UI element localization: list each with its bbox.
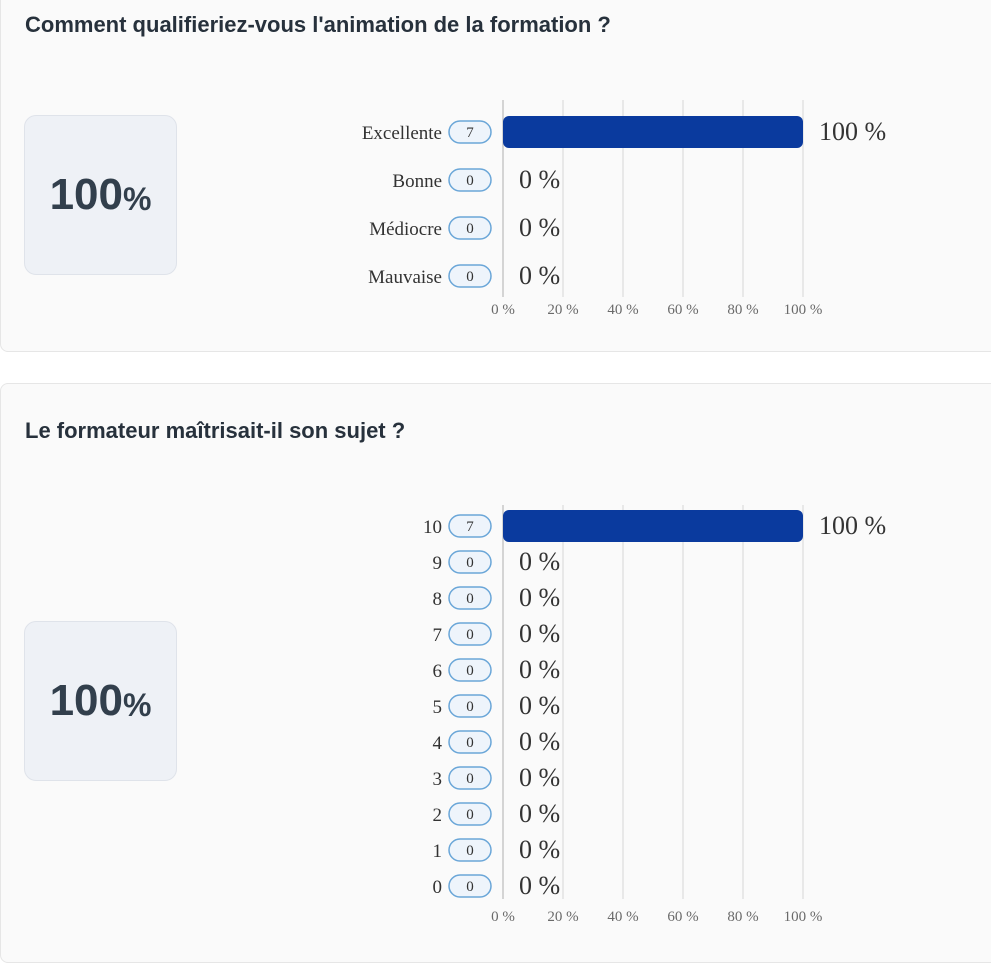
response-count: 0 [466,221,474,237]
bar-value-label: 0 % [519,691,560,720]
response-count-badge [448,838,492,862]
score-unit: % [122,180,152,217]
bar-value-label: 0 % [519,583,560,612]
question-title-mastery: Le formateur maîtrisait-il son sujet ? [25,418,406,443]
x-tick-label: 20 % [547,302,578,318]
category-label: 8 [433,589,443,610]
response-count-badge [448,550,492,574]
response-count: 0 [466,591,474,607]
x-tick-label: 100 % [784,302,823,318]
score-value: 100 [49,676,123,725]
x-tick-label: 20 % [547,909,578,925]
bar-value-label: 0 % [519,871,560,900]
response-count: 0 [466,771,474,787]
bar-value-label: 0 % [519,165,560,194]
category-label: 5 [433,697,443,718]
bar-value-label: 0 % [519,655,560,684]
category-label: Excellente [362,123,442,144]
x-tick-label: 0 % [491,909,515,925]
response-count-badge [448,168,492,192]
x-tick-label: 60 % [667,302,698,318]
category-label: Mauvaise [368,267,442,288]
response-count-badge [448,120,492,144]
response-count: 0 [466,879,474,895]
category-label: 2 [433,805,443,826]
response-count-badge [448,766,492,790]
response-count-badge [448,622,492,646]
response-count: 0 [466,699,474,715]
bar-value-label: 0 % [519,727,560,756]
bar-value-label: 0 % [519,261,560,290]
category-label: 6 [433,661,443,682]
bar-value-label: 0 % [519,547,560,576]
response-count: 0 [466,735,474,751]
category-label: Médiocre [369,219,442,240]
response-count: 0 [466,663,474,679]
score-unit: % [122,686,152,723]
response-count: 0 [466,173,474,189]
question-title-animation: Comment qualifieriez-vous l'animation de… [25,12,611,37]
response-count-badge [448,694,492,718]
category-label: 3 [433,769,443,790]
bar-chart-animation: 0 % 20 % 40 % 60 % 80 % 100 % Excellente 7 100 %… [362,100,886,318]
response-count-badge [448,802,492,826]
category-label: Bonne [392,171,442,192]
response-count: 0 [466,627,474,643]
category-label: 1 [433,841,443,862]
response-count-badge [448,586,492,610]
category-label: 0 [433,877,443,898]
response-count: 7 [466,519,474,535]
score-value: 100 [49,170,123,219]
category-label: 7 [433,625,443,646]
bar-value-label: 0 % [519,619,560,648]
bar-value-label: 100 % [819,511,886,540]
bar [503,116,803,148]
bar-value-label: 100 % [819,117,886,146]
response-count-badge [448,730,492,754]
response-count-badge [448,514,492,538]
bar-value-label: 0 % [519,763,560,792]
response-count: 0 [466,269,474,285]
x-tick-label: 40 % [607,909,638,925]
bar-value-label: 0 % [519,835,560,864]
response-count: 0 [466,555,474,571]
bar [503,510,803,542]
response-count: 7 [466,125,474,141]
score-summary-animation: 100% [24,115,177,275]
response-count-badge [448,216,492,240]
x-tick-label: 80 % [727,302,758,318]
category-label: 9 [433,553,443,574]
response-count-badge [448,264,492,288]
x-tick-label: 60 % [667,909,698,925]
category-label: 10 [423,517,442,538]
response-count: 0 [466,843,474,859]
bar-chart-mastery: 0 % 20 % 40 % 60 % 80 % 100 %10 7 100 %9 0 0 %8 0 0… [423,505,886,925]
response-count-badge [448,658,492,682]
response-count-badge [448,874,492,898]
x-tick-label: 40 % [607,302,638,318]
x-tick-label: 80 % [727,909,758,925]
score-summary-mastery: 100% [24,621,177,781]
bar-value-label: 0 % [519,799,560,828]
bar-value-label: 0 % [519,213,560,242]
x-tick-label: 100 % [784,909,823,925]
x-tick-label: 0 % [491,302,515,318]
category-label: 4 [433,733,443,754]
response-count: 0 [466,807,474,823]
